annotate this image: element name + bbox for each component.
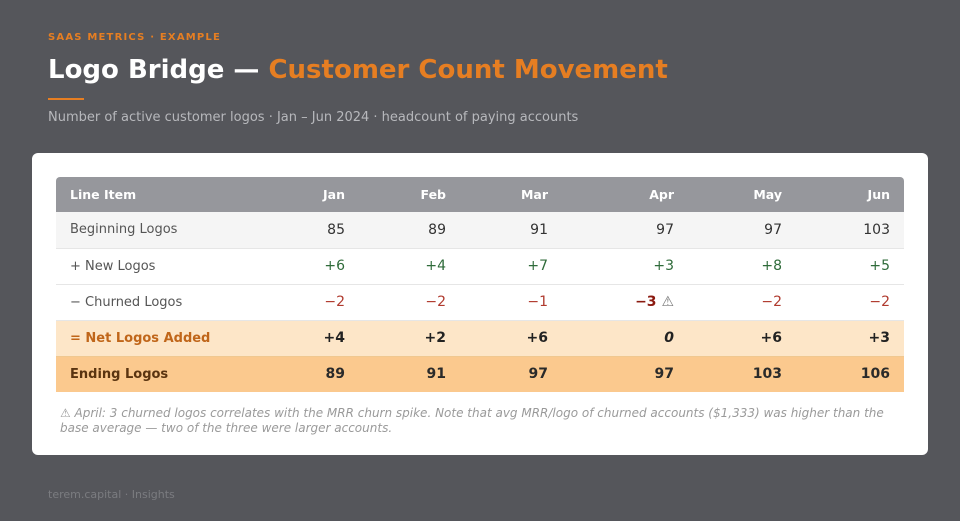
cell-may: 97 bbox=[688, 212, 796, 249]
cell-mar: 91 bbox=[460, 212, 562, 249]
cell-mar: +6 bbox=[460, 320, 562, 357]
accent-divider bbox=[48, 98, 84, 100]
eyebrow-label: SAAS METRICS · EXAMPLE bbox=[48, 32, 222, 43]
table-row-ending-logos: Ending Logos 89 91 97 97 103 106 bbox=[56, 356, 904, 392]
col-header-apr: Apr bbox=[562, 177, 688, 212]
title-main: Logo Bridge — bbox=[48, 55, 269, 85]
cell-jun: +3 bbox=[796, 320, 904, 357]
table-row-net-logos-added: = Net Logos Added +4 +2 +6 0 +6 +3 bbox=[56, 320, 904, 357]
cell-may: −2 bbox=[688, 284, 796, 321]
cell-jun: 103 bbox=[796, 212, 904, 249]
cell-feb: 89 bbox=[359, 212, 460, 249]
cell-apr-value: −3 bbox=[635, 294, 657, 310]
row-label: + New Logos bbox=[56, 248, 268, 285]
cell-jan: 85 bbox=[268, 212, 359, 249]
col-header-jan: Jan bbox=[268, 177, 359, 212]
cell-jun: +5 bbox=[796, 248, 904, 285]
col-header-line-item: Line Item bbox=[56, 177, 268, 212]
row-label: Beginning Logos bbox=[56, 212, 268, 249]
footer-credit: terem.capital · Insights bbox=[48, 488, 175, 501]
cell-jan: +4 bbox=[268, 320, 359, 357]
cell-jun: 106 bbox=[796, 356, 904, 392]
cell-mar: +7 bbox=[460, 248, 562, 285]
cell-may: 103 bbox=[688, 356, 796, 392]
cell-apr: 0 bbox=[562, 320, 688, 357]
cell-feb: +2 bbox=[359, 320, 460, 357]
header: SAAS METRICS · EXAMPLE Logo Bridge — Cus… bbox=[48, 32, 912, 126]
cell-jan: −2 bbox=[268, 284, 359, 321]
col-header-mar: Mar bbox=[460, 177, 562, 212]
cell-jan: +6 bbox=[268, 248, 359, 285]
page-title: Logo Bridge — Customer Count Movement bbox=[48, 54, 912, 86]
cell-mar: 97 bbox=[460, 356, 562, 392]
cell-feb: +4 bbox=[359, 248, 460, 285]
row-label: = Net Logos Added bbox=[56, 320, 268, 357]
cell-apr: +3 bbox=[562, 248, 688, 285]
cell-jun: −2 bbox=[796, 284, 904, 321]
cell-apr: 97 bbox=[562, 356, 688, 392]
table-header-row: Line Item Jan Feb Mar Apr May Jun bbox=[56, 177, 904, 212]
cell-jan: 89 bbox=[268, 356, 359, 392]
table-row-new-logos: + New Logos +6 +4 +7 +3 +8 +5 bbox=[56, 248, 904, 285]
cell-feb: −2 bbox=[359, 284, 460, 321]
cell-apr: 97 bbox=[562, 212, 688, 249]
table-card: Line Item Jan Feb Mar Apr May Jun Beginn… bbox=[32, 153, 928, 455]
footnote: ⚠ April: 3 churned logos correlates with… bbox=[60, 406, 884, 435]
warning-icon: ⚠ bbox=[661, 294, 674, 310]
title-accent: Customer Count Movement bbox=[268, 55, 668, 85]
cell-may: +8 bbox=[688, 248, 796, 285]
cell-may: +6 bbox=[688, 320, 796, 357]
row-label: − Churned Logos bbox=[56, 284, 268, 321]
col-header-feb: Feb bbox=[359, 177, 460, 212]
table-row-churned-logos: − Churned Logos −2 −2 −1 −3 ⚠ −2 −2 bbox=[56, 284, 904, 321]
cell-apr: −3 ⚠ bbox=[562, 284, 688, 321]
table-row-beginning-logos: Beginning Logos 85 89 91 97 97 103 bbox=[56, 212, 904, 249]
row-label: Ending Logos bbox=[56, 356, 268, 392]
col-header-jun: Jun bbox=[796, 177, 904, 212]
cell-mar: −1 bbox=[460, 284, 562, 321]
logo-bridge-table: Line Item Jan Feb Mar Apr May Jun Beginn… bbox=[56, 177, 904, 392]
cell-feb: 91 bbox=[359, 356, 460, 392]
col-header-may: May bbox=[688, 177, 796, 212]
subtitle: Number of active customer logos · Jan – … bbox=[48, 110, 579, 125]
